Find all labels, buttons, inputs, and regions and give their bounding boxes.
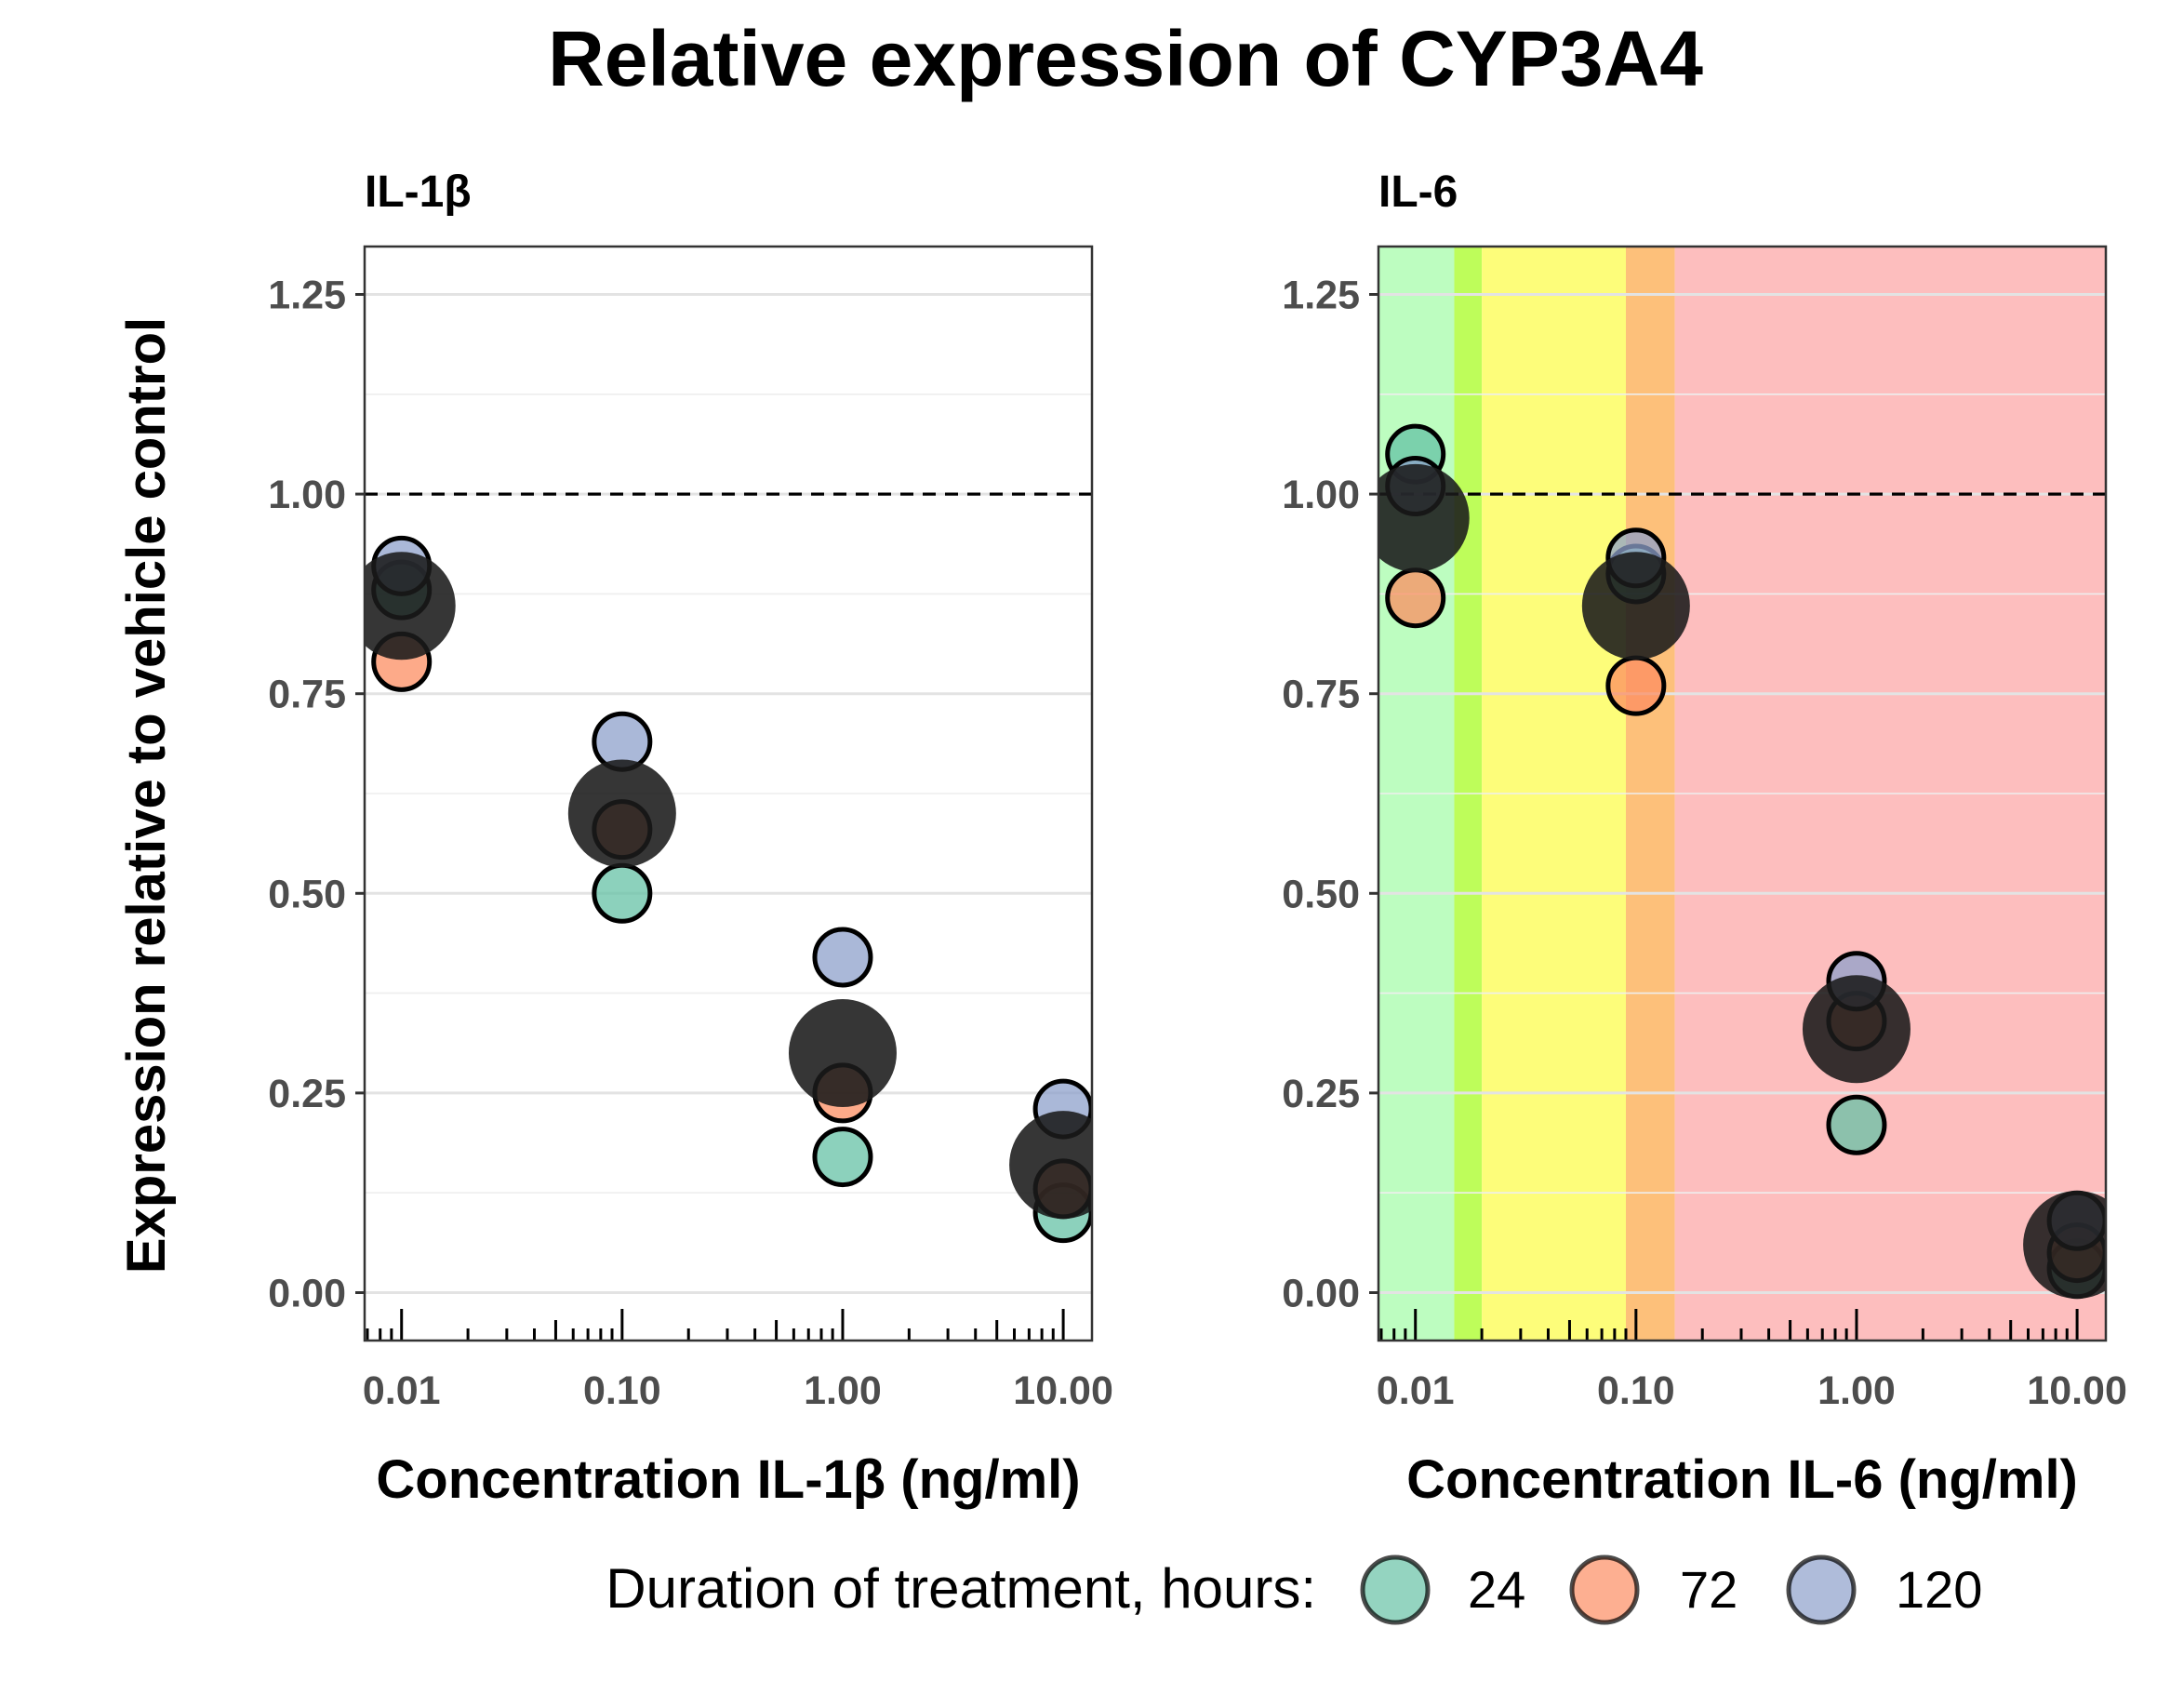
legend-label-24: 24 xyxy=(1468,1560,1525,1619)
il1b-point-120h-2 xyxy=(812,927,873,988)
il1b-x-tick-label-3: 10.00 xyxy=(1013,1368,1113,1413)
il1b-point-summary-1 xyxy=(567,759,676,868)
il6-y-tick-label-2: 0.50 xyxy=(1282,872,1360,916)
il6-panel-border xyxy=(1377,245,2108,1342)
il6-point-summary-0 xyxy=(1378,463,1470,572)
il1b-y-tick-label-2: 0.50 xyxy=(268,872,346,916)
chart-title: Relative expression of CYP3A4 xyxy=(548,15,1703,102)
il1b-x-axis-label: Concentration IL-1β (ng/ml) xyxy=(376,1449,1080,1510)
il6-x-tick-label-1: 0.10 xyxy=(1597,1368,1675,1413)
il1b-y-tick-label-0: 0.00 xyxy=(268,1271,346,1315)
il1b-y-tick-label-4: 1.00 xyxy=(268,473,346,517)
legend: Duration of treatment, hours: 24 72 120 xyxy=(606,1555,1982,1625)
panel-il6: 0.00 0.25 0.50 0.75 1.00 1.25 0.01 0.10 1.00 10.0… xyxy=(1282,167,2127,1510)
il6-y-tick-label-0: 0.00 xyxy=(1282,1271,1360,1315)
panel-il1b: 0.00 0.25 0.50 0.75 1.00 1.25 0.01 0.10 1.00 10.0… xyxy=(268,167,1113,1510)
legend-key-120 xyxy=(1786,1555,1857,1625)
il6-point-summary-3 xyxy=(2023,1191,2106,1299)
il1b-x-tick-label-2: 1.00 xyxy=(804,1368,882,1413)
il6-y-tick-label-3: 0.75 xyxy=(1282,673,1360,717)
il6-x-axis-label: Concentration IL-6 (ng/ml) xyxy=(1406,1449,2078,1510)
il1b-panel-title: IL-1β xyxy=(365,167,472,217)
legend-key-24 xyxy=(1360,1555,1431,1625)
il1b-point-summary-2 xyxy=(788,998,897,1107)
il6-point-72h-0 xyxy=(1385,567,1446,629)
il6-point-72h-1 xyxy=(1605,655,1667,716)
il6-plot-area xyxy=(1378,293,2106,1341)
il1b-y-tick-label-1: 0.25 xyxy=(268,1072,346,1116)
il1b-point-summary-0 xyxy=(365,552,456,661)
il6-y-tick-label-4: 1.00 xyxy=(1282,473,1360,517)
il1b-y-tick-label-3: 0.75 xyxy=(268,673,346,717)
il6-point-summary-2 xyxy=(1802,975,1911,1084)
il1b-x-tick-label-0: 0.01 xyxy=(363,1368,441,1413)
il6-point-24h-2 xyxy=(1826,1094,1887,1155)
legend-label-72: 72 xyxy=(1680,1560,1738,1619)
il1b-x-tick-label-1: 0.10 xyxy=(583,1368,661,1413)
il1b-plot-area xyxy=(365,293,1092,1341)
il1b-panel-border xyxy=(363,245,1094,1342)
il6-point-summary-1 xyxy=(1581,552,1690,661)
il6-x-tick-label-0: 0.01 xyxy=(1377,1368,1455,1413)
il1b-y-tick-label-5: 1.25 xyxy=(268,274,346,318)
il6-x-tick-label-3: 10.00 xyxy=(2027,1368,2127,1413)
legend-title: Duration of treatment, hours: xyxy=(606,1557,1316,1620)
il1b-point-24h-2 xyxy=(812,1127,873,1188)
il1b-point-24h-1 xyxy=(592,862,653,924)
il6-x-tick-label-2: 1.00 xyxy=(1817,1368,1896,1413)
y-axis-label: Expression relative to vehicle control xyxy=(116,317,177,1274)
legend-label-120: 120 xyxy=(1896,1560,1982,1619)
legend-key-72 xyxy=(1569,1555,1640,1625)
il6-y-tick-label-5: 1.25 xyxy=(1282,274,1360,318)
il6-y-tick-label-1: 0.25 xyxy=(1282,1072,1360,1116)
il1b-point-summary-3 xyxy=(1009,1111,1092,1220)
il6-panel-title: IL-6 xyxy=(1378,167,1458,217)
